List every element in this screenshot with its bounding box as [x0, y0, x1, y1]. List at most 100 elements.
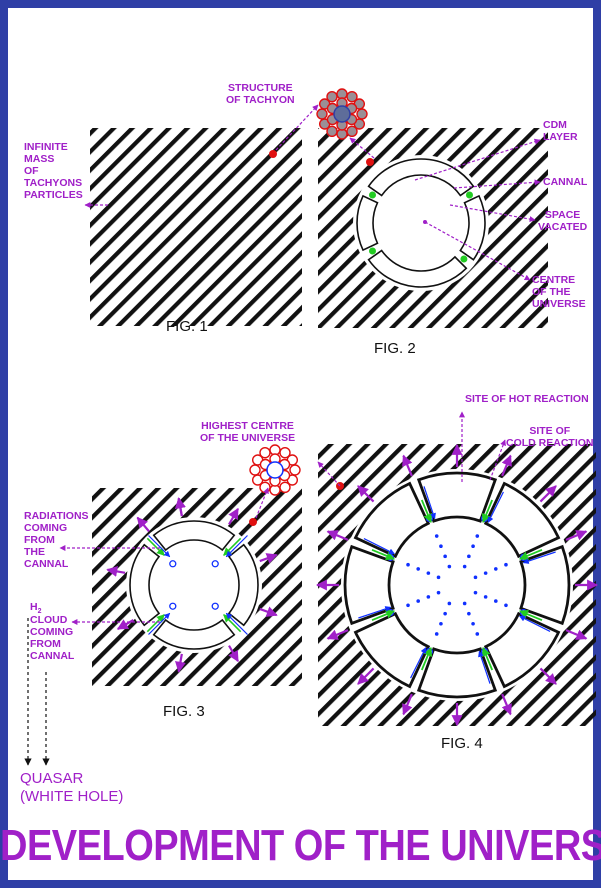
- particle: [326, 90, 338, 103]
- fig4-cdm-segment: [353, 481, 431, 559]
- diagram-overlays: [24, 104, 541, 766]
- green-arrow: [420, 499, 433, 524]
- pointer-highest-arrow: [255, 487, 269, 519]
- inner-dot: [475, 632, 480, 636]
- fig3-cdm-segment: [129, 543, 161, 627]
- label-space-vacated: SPACE VACATED: [538, 209, 588, 233]
- pointer-structure-arrow: [349, 137, 375, 159]
- inner-dot: [439, 622, 443, 626]
- radiation-arrow: [501, 454, 512, 477]
- blue-arrow: [423, 486, 436, 520]
- fig3-cdm-segment: [227, 543, 259, 627]
- inner-dot: [406, 603, 410, 608]
- particle: [326, 125, 338, 138]
- particle: [289, 464, 301, 476]
- tachyon-structure-empty: [249, 444, 301, 496]
- fig2-cdm-segment: [356, 194, 379, 252]
- fig1-hatch-region: [90, 128, 302, 326]
- inner-dot: [471, 622, 475, 626]
- caption-fig4: FIG. 4: [441, 735, 483, 752]
- blue-ring-dot: [211, 602, 219, 610]
- blue-arrow: [225, 612, 248, 635]
- inner-dot: [462, 601, 467, 606]
- blue-arrow: [363, 538, 395, 555]
- fig4-cdm-segment: [416, 471, 498, 523]
- cannal-green-dot: [465, 191, 473, 199]
- blue-arrow: [487, 491, 504, 523]
- fig3-cdm-segment: [152, 520, 236, 552]
- blue-arrow: [148, 612, 171, 635]
- label-cdm-layer: CDM LAYER: [543, 119, 578, 143]
- radiation-arrow: [326, 530, 349, 541]
- caption-fig1: FIG. 1: [166, 318, 208, 335]
- blue-arrow: [358, 606, 392, 619]
- inner-dot: [434, 632, 439, 636]
- green-arrow: [481, 646, 494, 671]
- pointer-fig4-arrow: [317, 461, 341, 487]
- blue-ring-dot: [169, 602, 177, 610]
- red-particle-dot: [269, 150, 277, 158]
- green-arrow: [481, 499, 494, 524]
- tachyon-structure-filled: [316, 88, 368, 140]
- fig2-cdm-segment: [459, 194, 486, 261]
- particle: [316, 108, 328, 120]
- radiation-arrow: [175, 497, 186, 517]
- inner-dot: [439, 544, 443, 548]
- inner-dot: [426, 595, 431, 599]
- inner-dot: [471, 544, 475, 548]
- label-quasar: QUASAR (WHITE HOLE): [20, 770, 124, 805]
- cannal-green-dot: [369, 247, 377, 255]
- radiation-arrow: [501, 693, 512, 716]
- fig2-ring: [353, 155, 489, 291]
- fig3-ring: [106, 497, 278, 673]
- green-arrow: [146, 614, 165, 633]
- radiation-arrow: [539, 667, 557, 685]
- fig2-cdm-segment: [367, 249, 468, 288]
- radiation-arrow: [136, 516, 150, 533]
- label-highest-centre: HIGHEST CENTRE OF THE UNIVERSE: [200, 420, 296, 444]
- particle: [249, 464, 261, 476]
- fig3-cdm-segment: [152, 618, 236, 650]
- radiation-arrow: [539, 485, 557, 503]
- inner-dot: [406, 562, 410, 567]
- radiation-arrow: [228, 645, 239, 663]
- label-structure-of-tachyon: STRUCTURE OF TACHYON: [226, 82, 295, 106]
- pointer-space-arrow: [449, 204, 536, 223]
- radiation-arrow: [565, 530, 588, 541]
- inner-dot: [416, 599, 420, 603]
- label-h2: H2: [30, 601, 42, 618]
- inner-dot: [494, 567, 498, 571]
- page-title: DEVELOPMENT OF THE UNIVERSE: [0, 822, 601, 871]
- particle: [346, 125, 358, 138]
- pointer-cannal-arrow: [453, 179, 541, 189]
- fig4-cdm-segment: [483, 611, 561, 689]
- inner-dot: [467, 554, 471, 559]
- label-cold-reaction: SITE OF COLD REACTION: [506, 425, 594, 449]
- fig4-cdm-segment: [416, 647, 498, 699]
- label-cloud: CLOUD COMING FROM CANNAL: [30, 614, 75, 662]
- inner-dot: [443, 554, 447, 559]
- particle: [259, 446, 271, 459]
- cannal-green-dot: [369, 191, 377, 199]
- radiation-arrow: [402, 454, 413, 477]
- inner-dot: [426, 571, 431, 575]
- green-arrow: [518, 548, 543, 561]
- blue-arrow: [519, 615, 551, 632]
- fig4-ring: [315, 443, 599, 727]
- radiation-arrow: [116, 619, 134, 630]
- inner-dot: [462, 564, 467, 569]
- radiation-arrow: [402, 693, 413, 716]
- inner-dot: [504, 603, 508, 608]
- caption-fig3: FIG. 3: [163, 703, 205, 720]
- blue-arrow: [148, 535, 171, 558]
- fig4-cdm-segment: [343, 544, 395, 626]
- label-hot-reaction: SITE OF HOT REACTION: [465, 393, 589, 405]
- particle: [279, 481, 291, 494]
- blue-ring-dot: [211, 560, 219, 568]
- particle: [356, 108, 368, 120]
- label-infinite-mass: INFINITE MASS OF TACHYONS PARTICLES: [24, 141, 83, 201]
- inner-dot: [473, 575, 478, 580]
- fig4-cdm-segment: [353, 611, 431, 689]
